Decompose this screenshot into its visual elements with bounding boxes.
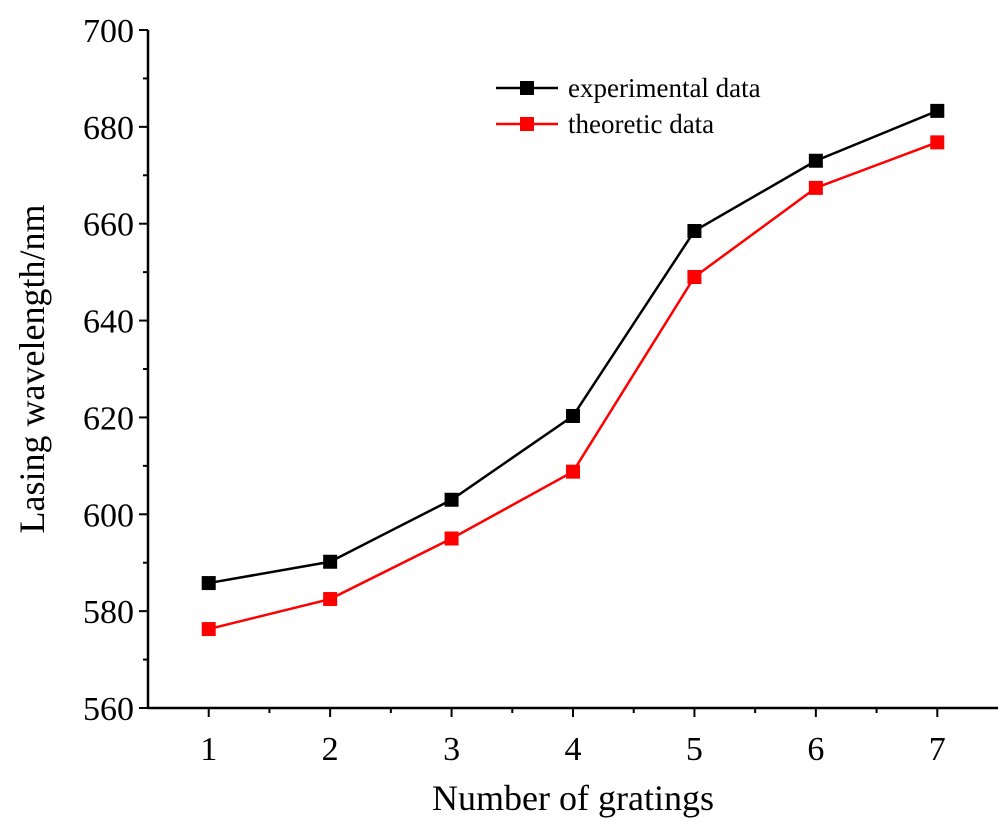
x-tick-label-0: 1 [200, 731, 217, 768]
series-1-point-4 [687, 269, 702, 284]
y-tick-label-6: 680 [83, 110, 134, 147]
x-tick-label-3: 4 [565, 731, 582, 768]
series-layer [201, 103, 945, 637]
x-tick-label-4: 5 [686, 731, 703, 768]
series-0-point-4 [687, 223, 702, 238]
series-0-point-2 [444, 492, 459, 507]
legend-marker-0 [520, 81, 534, 95]
series-1-point-6 [930, 135, 945, 150]
y-axis-title: Lasing wavelength/nm [12, 205, 52, 534]
series-1-point-0 [201, 622, 216, 637]
y-tick-label-7: 700 [83, 13, 134, 50]
x-axis-title: Number of gratings [432, 778, 714, 818]
y-ticks: 560 580 600 620 640 660 680 700 [83, 13, 148, 728]
series-1-point-3 [566, 464, 580, 479]
legend-marker-1 [520, 117, 534, 131]
series-0-point-6 [930, 103, 945, 118]
x-tick-label-5: 6 [807, 731, 824, 768]
series-1-point-1 [323, 592, 338, 607]
x-tick-label-1: 2 [322, 731, 339, 768]
series-0-point-0 [201, 576, 216, 591]
series-1-point-5 [808, 180, 823, 195]
x-tick-label-6: 7 [929, 731, 946, 768]
series-0-point-3 [566, 408, 580, 423]
x-tick-label-2: 3 [443, 731, 460, 768]
y-tick-label-5: 660 [83, 207, 134, 244]
series-1-point-2 [444, 531, 459, 546]
y-tick-label-0: 560 [83, 691, 134, 728]
legend-label-1: theoretic data [568, 109, 714, 139]
legend: experimental data theoretic data [496, 73, 761, 139]
legend-label-0: experimental data [568, 73, 761, 103]
series-0-point-5 [808, 153, 823, 168]
y-tick-label-4: 640 [83, 304, 134, 341]
series-line-1 [208, 141, 938, 631]
series-line-0 [208, 109, 938, 585]
y-tick-label-2: 600 [83, 497, 134, 534]
y-tick-label-1: 580 [83, 594, 134, 631]
y-tick-label-3: 620 [83, 400, 134, 437]
x-ticks: 1 2 3 4 5 6 7 [200, 708, 946, 768]
series-0-point-1 [323, 554, 338, 569]
